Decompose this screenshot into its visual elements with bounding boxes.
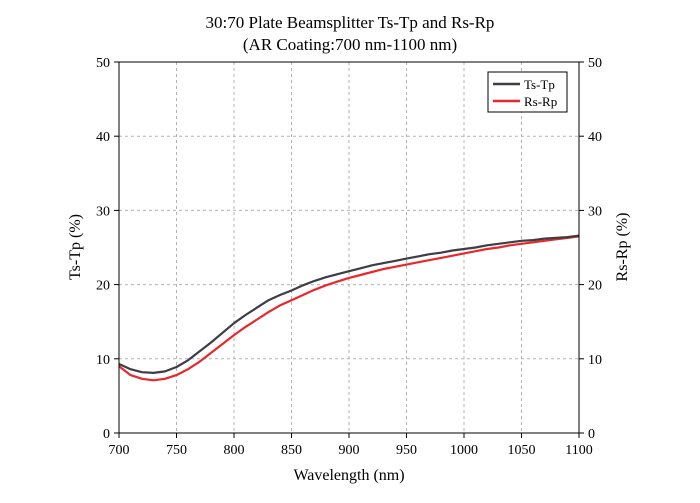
legend-label-ts-tp: Ts-Tp [524,77,555,92]
y-tick-label-left: 30 [96,204,110,219]
y-tick-label-left: 0 [103,427,110,442]
series-line-rs-rp [118,235,580,382]
x-tick-label: 800 [224,443,245,458]
y-tick-label-right: 40 [588,130,602,145]
legend-box [487,71,568,113]
y-tick-label-right: 0 [588,427,595,442]
x-tick-label: 950 [396,443,417,458]
y-tick-label-left: 50 [96,56,110,71]
y-tick-label-left: 20 [96,279,110,294]
x-tick-label: 900 [339,443,360,458]
chart-title: 30:70 Plate Beamsplitter Ts-Tp and Rs-Rp [206,13,495,32]
x-tick-label: 1050 [508,443,536,458]
series-line-ts-tp [118,234,580,374]
x-tick-label: 850 [281,443,302,458]
x-tick-label: 700 [109,443,130,458]
legend-label-rs-rp: Rs-Rp [524,94,557,109]
y-tick-label-right: 20 [588,279,602,294]
y-axis-title-right: Rs-Rp (%) [614,213,631,282]
y-tick-label-left: 40 [96,130,110,145]
y-axis-title-left: Ts-Tp (%) [67,214,84,280]
series-layer [118,234,580,382]
grid-layer [119,62,579,433]
x-tick-label: 750 [166,443,187,458]
y-tick-label-right: 30 [588,204,602,219]
y-tick-label-left: 10 [96,353,110,368]
x-tick-label: 1100 [565,443,592,458]
chart-subtitle: (AR Coating:700 nm-1100 nm) [243,35,457,54]
legend: Ts-Tp Rs-Rp [487,71,568,113]
y-tick-label-right: 10 [588,353,602,368]
y-tick-label-right: 50 [588,56,602,71]
x-axis-title: Wavelength (nm) [293,467,404,484]
x-tick-label: 1000 [450,443,478,458]
